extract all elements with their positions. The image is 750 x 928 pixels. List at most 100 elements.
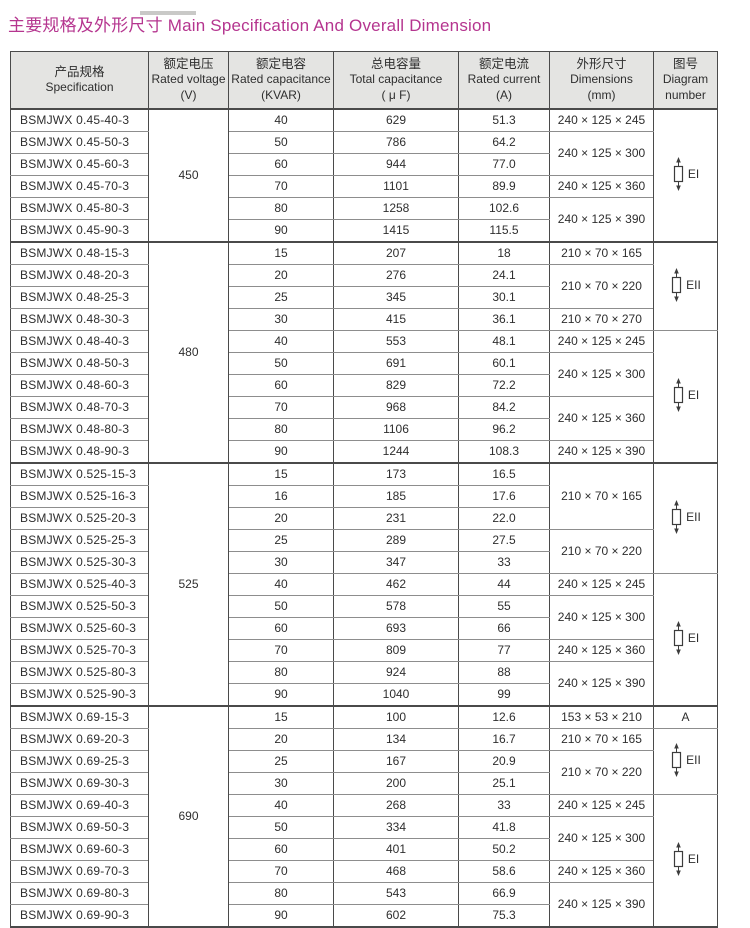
kvar-cell: 20 [228, 728, 334, 752]
capacitance-cell: 334 [333, 816, 459, 840]
current-cell: 115.5 [458, 219, 550, 243]
page: 主要规格及外形尺寸 Main Specification And Overall… [0, 11, 750, 928]
table-row: BSMJWX 0.525-25-3 25 289 27.5 210 × 70 × 220 [10, 529, 718, 575]
table-row: BSMJWX 0.48-15-3 480 15 207 18 210 × 70 × 165… [10, 241, 718, 464]
capacitance-cell: 100 [333, 705, 459, 730]
kvar-cell: 25 [228, 529, 334, 553]
diagram-label: EI [687, 387, 700, 402]
kvar-cell: 50 [228, 595, 334, 619]
diagram: EI [672, 378, 700, 413]
kvar-cell: 30 [228, 308, 334, 332]
current-cell: 25.1 [458, 772, 550, 796]
table-row: BSMJWX 0.48-40-3 40 553 48.1 240 × 125 × 245… [10, 330, 718, 464]
capacitance-cell: 276 [333, 264, 459, 288]
header-row: 产品规格 Specification 额定电压 Rated voltage (V) 额定电… [10, 51, 718, 110]
capacitance-cell: 200 [333, 772, 459, 796]
capacitance-cell: 468 [333, 860, 459, 884]
table-row: BSMJWX 0.525-16-3 16 185 17.6 [10, 485, 718, 509]
kvar-cell: 50 [228, 131, 334, 155]
table-row: BSMJWX 0.48-50-3 50 691 60.1 240 × 125 × 300 [10, 352, 718, 398]
capacitance-cell: 345 [333, 286, 459, 310]
header-capacitance: 总电容量 Total capacitance( μ F) [333, 51, 459, 110]
kvar-cell: 30 [228, 772, 334, 796]
spec-cell: BSMJWX 0.48-60-3 [10, 374, 149, 398]
capacitance-cell: 415 [333, 308, 459, 332]
current-cell: 84.2 [458, 396, 550, 420]
capacitance-cell: 1244 [333, 440, 459, 464]
spec-cell: BSMJWX 0.525-50-3 [10, 595, 149, 619]
current-cell: 66.9 [458, 882, 550, 906]
dimension-cell: 153 × 53 × 210 [549, 705, 654, 730]
kvar-cell: 15 [228, 462, 334, 487]
dimension-cell: 240 × 125 × 390 [549, 661, 654, 707]
kvar-cell: 80 [228, 882, 334, 906]
spec-cell: BSMJWX 0.48-20-3 [10, 264, 149, 288]
table-row: BSMJWX 0.525-80-3 80 924 88 240 × 125 × 390 [10, 661, 718, 707]
kvar-cell: 16 [228, 485, 334, 509]
table-row: BSMJWX 0.525-70-3 70 809 77 240 × 125 × 360 [10, 639, 718, 663]
current-cell: 55 [458, 595, 550, 619]
voltage-cell: 480 [148, 241, 229, 464]
kvar-cell: 30 [228, 551, 334, 575]
table-row: BSMJWX 0.45-40-3 450 40 629 51.3 240 × 125 × … [10, 108, 718, 243]
spec-cell: BSMJWX 0.48-25-3 [10, 286, 149, 310]
diagram-label: EI [687, 630, 700, 645]
table-row: BSMJWX 0.69-20-3 20 134 16.7 210 × 70 × 165 E… [10, 728, 718, 796]
kvar-cell: 40 [228, 573, 334, 597]
kvar-cell: 90 [228, 440, 334, 464]
table-row: BSMJWX 0.525-30-3 30 347 33 [10, 551, 718, 575]
table-row: BSMJWX 0.69-30-3 30 200 25.1 [10, 772, 718, 796]
table-row: BSMJWX 0.525-15-3 525 15 173 16.5 210 × 70 × … [10, 462, 718, 707]
dimension-cell: 210 × 70 × 270 [549, 308, 654, 332]
spec-cell: BSMJWX 0.525-25-3 [10, 529, 149, 553]
dimension-cell: 240 × 125 × 245 [549, 794, 654, 818]
spec-cell: BSMJWX 0.525-20-3 [10, 507, 149, 531]
table-row: BSMJWX 0.69-70-3 70 468 58.6 240 × 125 × 360 [10, 860, 718, 884]
spec-cell: BSMJWX 0.525-90-3 [10, 683, 149, 707]
capacitance-cell: 809 [333, 639, 459, 663]
capacitor-icon [673, 842, 683, 877]
current-cell: 77.0 [458, 153, 550, 177]
spec-cell: BSMJWX 0.45-90-3 [10, 219, 149, 243]
diagram: EII [670, 743, 701, 778]
spec-cell: BSMJWX 0.525-40-3 [10, 573, 149, 597]
voltage-cell: 690 [148, 705, 229, 928]
table-body: BSMJWX 0.45-40-3 450 40 629 51.3 240 × 125 × … [10, 108, 718, 928]
dimension-cell: 240 × 125 × 390 [549, 882, 654, 928]
spec-cell: BSMJWX 0.45-40-3 [10, 108, 149, 133]
capacitance-cell: 786 [333, 131, 459, 155]
capacitance-cell: 1258 [333, 197, 459, 221]
spec-cell: BSMJWX 0.45-50-3 [10, 131, 149, 155]
table-row: BSMJWX 0.48-70-3 70 968 84.2 240 × 125 × 360 [10, 396, 718, 442]
diagram-cell: EI [653, 573, 718, 707]
current-cell: 36.1 [458, 308, 550, 332]
spec-cell: BSMJWX 0.525-70-3 [10, 639, 149, 663]
current-cell: 108.3 [458, 440, 550, 464]
spec-cell: BSMJWX 0.45-60-3 [10, 153, 149, 177]
diagram: EI [672, 157, 699, 192]
capacitance-cell: 543 [333, 882, 459, 906]
dimension-cell: 210 × 70 × 165 [549, 241, 654, 266]
capacitance-cell: 231 [333, 507, 459, 531]
current-cell: 33 [458, 794, 550, 818]
page-edge-artifact [140, 11, 196, 15]
dimension-cell: 240 × 125 × 245 [549, 330, 654, 354]
spec-cell: BSMJWX 0.69-40-3 [10, 794, 149, 818]
capacitance-cell: 289 [333, 529, 459, 553]
current-cell: 12.6 [458, 705, 550, 730]
voltage-cell: 450 [148, 108, 229, 243]
capacitance-cell: 1101 [333, 175, 459, 199]
diagram-cell: EII [653, 241, 718, 332]
spec-cell: BSMJWX 0.45-80-3 [10, 197, 149, 221]
page-title: 主要规格及外形尺寸 Main Specification And Overall… [8, 16, 492, 35]
diagram: EII [670, 500, 701, 535]
dimension-cell: 240 × 125 × 390 [549, 197, 654, 243]
table-row: BSMJWX 0.525-50-3 50 578 55 240 × 125 × 300 [10, 595, 718, 641]
header-current: 额定电流 Rated current (A) [458, 51, 550, 110]
capacitor-icon [673, 157, 683, 192]
voltage-cell: 525 [148, 462, 229, 707]
diagram-label: EII [686, 509, 701, 524]
dimension-cell: 240 × 125 × 360 [549, 175, 654, 199]
table-header: 产品规格 Specification 额定电压 Rated voltage (V) 额定电… [10, 51, 718, 110]
header-kvar: 额定电容 Rated capacitance (KVAR) [228, 51, 334, 110]
